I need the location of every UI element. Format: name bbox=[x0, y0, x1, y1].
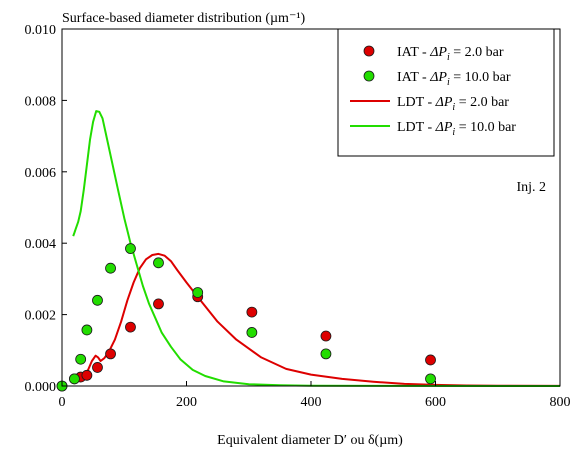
data-point-s1-6 bbox=[125, 243, 136, 254]
legend: IAT - ΔPi = 2.0 bar IAT - ΔPi = 10.0 bar L… bbox=[337, 28, 555, 157]
data-point-s1-9 bbox=[246, 327, 258, 338]
data-point-s1-5 bbox=[105, 262, 116, 274]
axes: 0 200 400 600 800 0.000 0.002 0.004 0.006 0.008 0.… bbox=[25, 23, 571, 410]
data-point-s0-3 bbox=[81, 369, 93, 381]
data-point-s1-2 bbox=[75, 353, 87, 365]
x-tick-label-2: 400 bbox=[301, 395, 322, 410]
y-axis-title: Surface-based diameter distribution (µm⁻… bbox=[62, 11, 306, 26]
data-point-s0-4 bbox=[92, 362, 103, 373]
y-tick-label-0: 0.000 bbox=[25, 380, 57, 395]
data-point-s0-10 bbox=[320, 330, 332, 342]
data-point-s1-7 bbox=[153, 257, 164, 269]
data-point-s0-9 bbox=[246, 306, 258, 318]
legend-label-3: LDT - ΔPi = 10.0 bar bbox=[397, 120, 516, 138]
y-tick-label-1: 0.002 bbox=[25, 309, 57, 324]
data-point-s1-3 bbox=[81, 324, 93, 336]
data-point-s1-8 bbox=[192, 287, 204, 298]
y-tick-label-5: 0.010 bbox=[25, 23, 57, 38]
legend-marker-1 bbox=[363, 70, 375, 82]
y-tick-label-2: 0.004 bbox=[25, 237, 57, 252]
y-tick-label-3: 0.006 bbox=[25, 166, 57, 181]
data-point-s1-4 bbox=[92, 294, 103, 306]
data-point-s0-11 bbox=[425, 354, 436, 366]
chart-annotation: Inj. 2 bbox=[516, 180, 546, 195]
data-point-s0-6 bbox=[125, 321, 136, 333]
x-tick-label-4: 800 bbox=[550, 395, 571, 410]
x-tick-label-0: 0 bbox=[59, 395, 66, 410]
x-tick-label-1: 200 bbox=[176, 395, 197, 410]
legend-label-1: IAT - ΔPi = 10.0 bar bbox=[397, 70, 511, 88]
data-point-s1-1 bbox=[69, 373, 80, 385]
data-point-s1-11 bbox=[425, 373, 436, 385]
data-point-s0-7 bbox=[153, 298, 164, 310]
data-point-s1-10 bbox=[320, 348, 332, 360]
data-point-s0-5 bbox=[105, 348, 116, 360]
series-line-2 bbox=[72, 252, 561, 387]
legend-marker-0 bbox=[363, 45, 375, 57]
series-line-3 bbox=[72, 110, 561, 387]
legend-label-2: LDT - ΔPi = 2.0 bar bbox=[397, 95, 509, 113]
y-tick-label-4: 0.008 bbox=[25, 94, 57, 109]
x-tick-label-3: 600 bbox=[425, 395, 446, 410]
legend-label-0: IAT - ΔPi = 2.0 bar bbox=[397, 45, 504, 63]
x-axis-title: Equivalent diameter D′ ou δ(µm) bbox=[217, 433, 403, 448]
